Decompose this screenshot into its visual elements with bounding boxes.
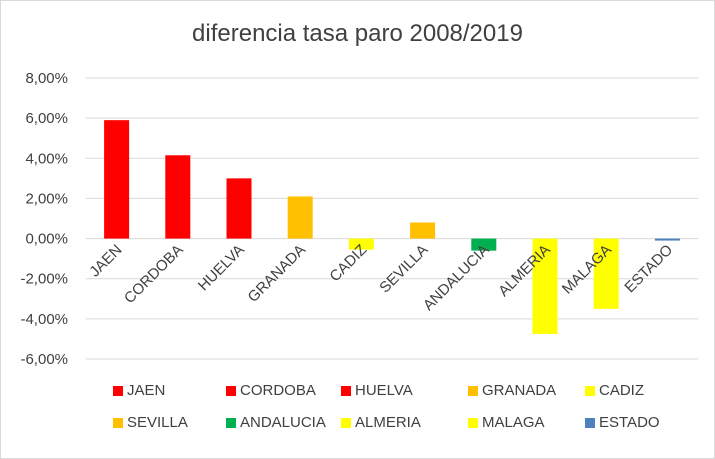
legend-swatch [226, 417, 236, 428]
bar-almeria [532, 238, 558, 334]
bar-granada [287, 196, 313, 239]
x-tick-label-group: SEVILLA [376, 241, 431, 296]
legend-item: GRANADA [468, 382, 556, 399]
y-tick-label: 2,00% [25, 190, 68, 207]
legend-swatch [341, 417, 351, 428]
bar-andalucia [471, 238, 497, 251]
x-tick-label: JAEN [86, 241, 125, 280]
x-tick-label-group: GRANADA [245, 241, 309, 305]
legend-swatch [585, 417, 595, 428]
legend-item: MALAGA [468, 414, 545, 431]
x-tick-label: CORDOBA [121, 241, 187, 307]
x-tick-label-group: ANDALUCIA [420, 241, 493, 314]
legend-swatch [585, 385, 595, 396]
legend-label: ALMERIA [355, 414, 421, 431]
legend-swatch [226, 385, 236, 396]
legend-label: MALAGA [482, 414, 545, 431]
y-tick-label: -6,00% [20, 351, 68, 368]
y-tick-label: -2,00% [20, 271, 68, 288]
legend-swatch [468, 385, 478, 396]
x-tick-label-group: CORDOBA [121, 241, 187, 307]
legend-label: HUELVA [355, 382, 413, 399]
bar-estado [654, 238, 680, 241]
x-tick-label: GRANADA [245, 241, 309, 305]
legend-label: CADIZ [599, 382, 644, 399]
x-tick-label: SEVILLA [376, 241, 431, 296]
legend-item: CADIZ [585, 382, 644, 399]
legend-item: ANDALUCIA [226, 414, 326, 431]
legend-label: SEVILLA [127, 414, 188, 431]
bar-sevilla [410, 222, 436, 239]
legend-swatch [468, 417, 478, 428]
legend-item: CORDOBA [226, 382, 316, 399]
x-tick-label: ESTADO [621, 241, 676, 296]
bar-malaga [593, 238, 619, 309]
bar-huelva [226, 178, 252, 239]
legend-swatch [113, 417, 123, 428]
legend-item: SEVILLA [113, 414, 188, 431]
legend-label: GRANADA [482, 382, 557, 399]
x-tick-label-group: ESTADO [621, 241, 676, 296]
x-tick-label-group: JAEN [86, 241, 125, 280]
legend-item: HUELVA [341, 382, 413, 399]
legend-label: JAEN [127, 382, 166, 399]
legend-item: JAEN [113, 382, 165, 399]
x-tick-label: HUELVA [195, 241, 248, 294]
legend-label: ESTADO [599, 414, 660, 431]
bar-cadiz [348, 238, 374, 250]
legend-item: ALMERIA [341, 414, 421, 431]
legend-label: ANDALUCIA [240, 414, 326, 431]
legend-label: CORDOBA [240, 382, 316, 399]
chart-title: diferencia tasa paro 2008/2019 [192, 20, 523, 47]
y-tick-label: -4,00% [20, 311, 68, 328]
bar-jaen [104, 120, 130, 239]
legend-item: ESTADO [585, 414, 660, 431]
legend-swatch [341, 385, 351, 396]
bar-cordoba [165, 155, 191, 239]
y-tick-label: 4,00% [25, 150, 68, 167]
y-tick-label: 8,00% [25, 70, 68, 87]
y-tick-label: 6,00% [25, 110, 68, 127]
x-tick-label: ANDALUCIA [420, 241, 493, 314]
legend-swatch [113, 385, 123, 396]
x-tick-label-group: HUELVA [195, 241, 248, 294]
y-tick-label: 0,00% [25, 231, 68, 248]
